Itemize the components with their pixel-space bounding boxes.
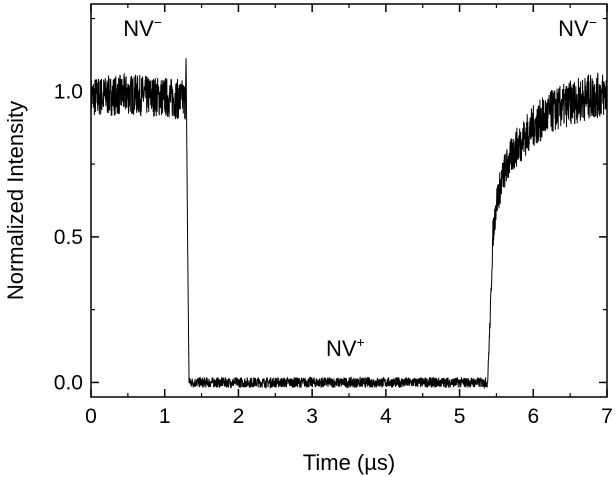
y-tick-label: 0.0 xyxy=(54,371,83,394)
annotations: NV− NV+ NV− xyxy=(123,14,597,361)
x-tick-label: 1 xyxy=(159,405,171,428)
y-tick-label: 1.0 xyxy=(54,80,83,103)
series-line xyxy=(90,58,608,390)
state-label: NV− xyxy=(123,14,162,41)
x-tick-label: 7 xyxy=(601,405,613,428)
x-tick-label: 5 xyxy=(454,405,466,428)
y-tick-labels: 0.0 0.5 1.0 xyxy=(54,80,83,394)
x-axis-title: Time (µs) xyxy=(303,450,396,475)
y-tick-label: 0.5 xyxy=(54,226,83,249)
plot-area xyxy=(90,58,608,390)
x-tick-label: 0 xyxy=(85,405,97,428)
x-tick-label: 3 xyxy=(306,405,318,428)
state-label: NV− xyxy=(558,14,597,41)
x-tick-label: 4 xyxy=(380,405,392,428)
x-tick-label: 6 xyxy=(527,405,539,428)
axis-ticks xyxy=(90,4,608,397)
y-axis-title: Normalized Intensity xyxy=(3,101,28,300)
x-tick-label: 2 xyxy=(233,405,245,428)
state-label: NV+ xyxy=(326,334,365,361)
x-tick-labels: 0 1 2 3 4 5 6 7 xyxy=(85,405,613,428)
